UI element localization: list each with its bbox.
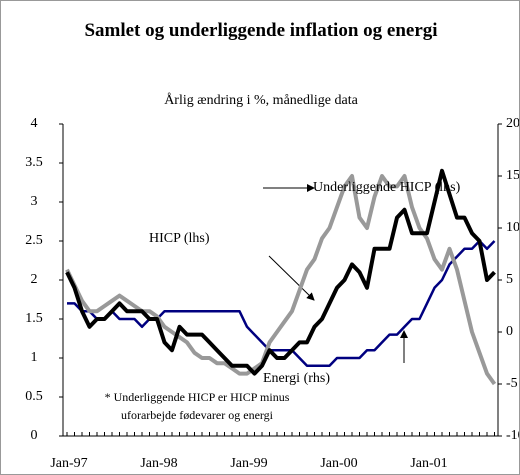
y2-tick-label: -5: [506, 376, 518, 391]
chart-title: Samlet og underliggende inflation og ene…: [84, 20, 438, 41]
subtitle: Årlig ændring i %, månedlige data: [164, 92, 358, 108]
x-tick-label: Jan-99: [230, 456, 267, 471]
y-tick-label: 0.5: [25, 389, 43, 404]
y-tick-label: 0: [31, 428, 38, 443]
y-tick-label: 1: [31, 350, 38, 365]
y-tick-label: 3: [31, 194, 38, 209]
arrow: [268, 255, 315, 301]
x-tick-label: Jan-01: [410, 456, 447, 471]
x-tick-label: Jan-98: [140, 456, 177, 471]
series-line: [65, 168, 496, 376]
y2-tick-label: 10: [506, 220, 519, 235]
series-line: [65, 174, 497, 386]
footnote: * Underliggende HICP er HICP minus: [105, 390, 290, 404]
y-tick-label: 2.5: [25, 233, 43, 248]
x-tick-label: Jan-00: [320, 456, 357, 471]
x-tick-label: Jan-97: [50, 456, 87, 471]
y2-tick-label: 0: [506, 324, 513, 339]
y2-tick-label: -10: [506, 428, 519, 443]
y2-tick-label: 5: [506, 272, 513, 287]
series-label: Underliggende HICP (lhs): [313, 180, 461, 195]
y-tick-label: 4: [31, 116, 38, 131]
y2-tick-label: 20: [506, 116, 519, 131]
y-tick-label: 3.5: [25, 155, 43, 170]
series-label: Energi (rhs): [263, 371, 330, 386]
footnote: uforarbejde fødevarer og energi: [121, 408, 274, 422]
y-tick-label: 2: [31, 272, 38, 287]
series-line: [67, 239, 496, 368]
y2-tick-label: 15: [506, 168, 519, 183]
y-tick-label: 1.5: [25, 311, 43, 326]
series-label: HICP (lhs): [149, 231, 210, 246]
